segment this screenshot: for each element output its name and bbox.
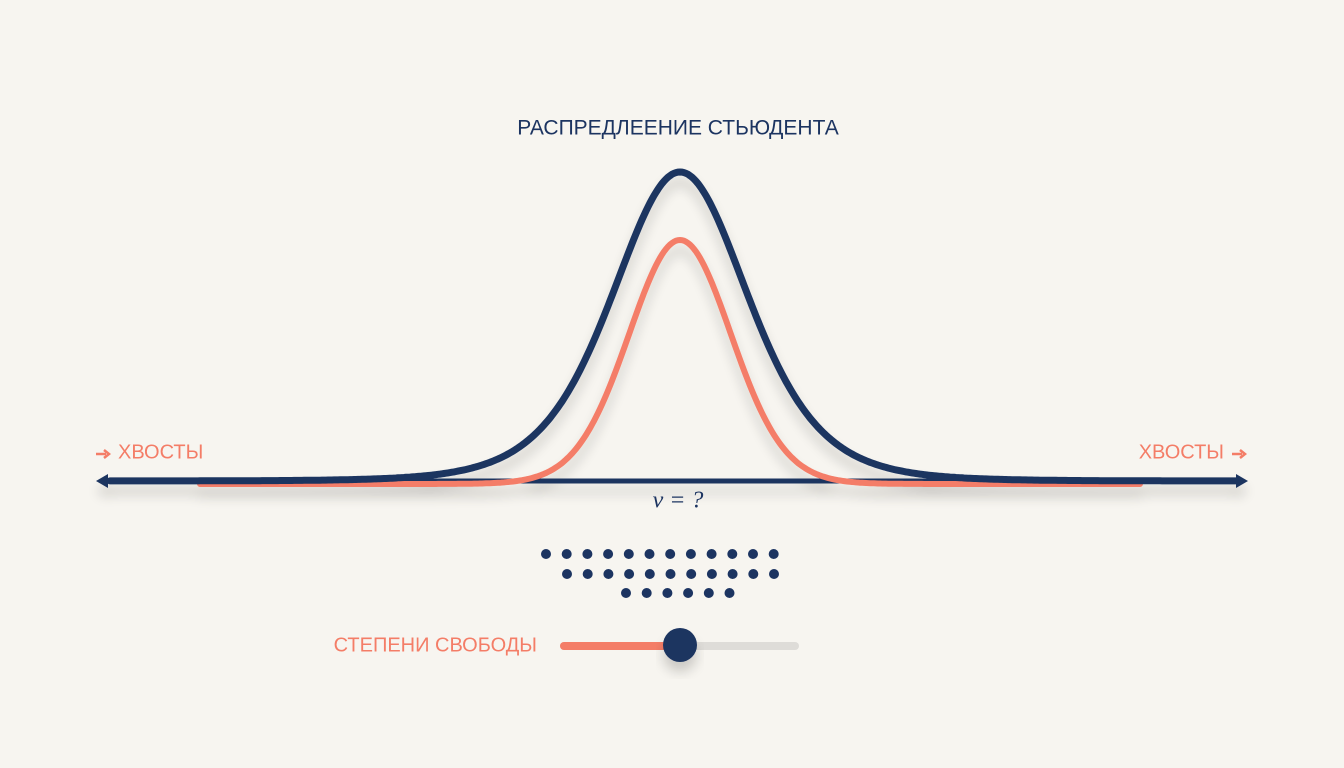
dot xyxy=(603,569,614,579)
dot xyxy=(665,549,676,559)
title: РАСПРЕДЛЕЕНИЕ СТЬЮДЕНТА xyxy=(517,117,838,140)
tail-arrow-right xyxy=(1232,449,1248,459)
dot xyxy=(623,549,634,559)
dot xyxy=(641,588,652,598)
nu-label: ν = ? xyxy=(653,488,704,514)
curve-student xyxy=(106,168,1244,485)
dot xyxy=(541,549,551,559)
dot xyxy=(621,588,631,598)
dot xyxy=(644,549,655,559)
dot xyxy=(603,549,614,559)
dot xyxy=(561,549,572,559)
dot xyxy=(644,569,655,579)
dot xyxy=(768,549,779,559)
dot xyxy=(748,569,759,579)
curves xyxy=(96,168,1248,488)
dot xyxy=(562,569,572,579)
dot xyxy=(662,588,673,598)
dot xyxy=(686,569,697,579)
tail-arrow-left xyxy=(96,449,112,459)
dot xyxy=(624,569,635,579)
dot xyxy=(706,569,717,579)
dot xyxy=(748,549,758,559)
dot xyxy=(727,569,738,579)
dot xyxy=(727,549,738,559)
tail-label-left: ХВОСТЫ xyxy=(118,441,203,463)
dot xyxy=(724,588,735,598)
dot xyxy=(683,588,694,598)
tail-label-right: ХВОСТЫ xyxy=(1139,441,1224,463)
dot xyxy=(685,549,696,559)
axis-arrow-left xyxy=(96,474,108,488)
slider-knob[interactable] xyxy=(663,628,697,662)
slider[interactable] xyxy=(560,628,799,662)
curve-normal xyxy=(197,236,1143,487)
dot xyxy=(582,549,593,559)
dot-grid xyxy=(541,549,779,598)
dot xyxy=(706,549,717,559)
dot xyxy=(703,588,714,598)
slider-label: СТЕПЕНИ СВОБОДЫ xyxy=(334,634,537,656)
dot xyxy=(769,569,779,579)
dot xyxy=(582,569,593,579)
dot xyxy=(665,569,676,579)
